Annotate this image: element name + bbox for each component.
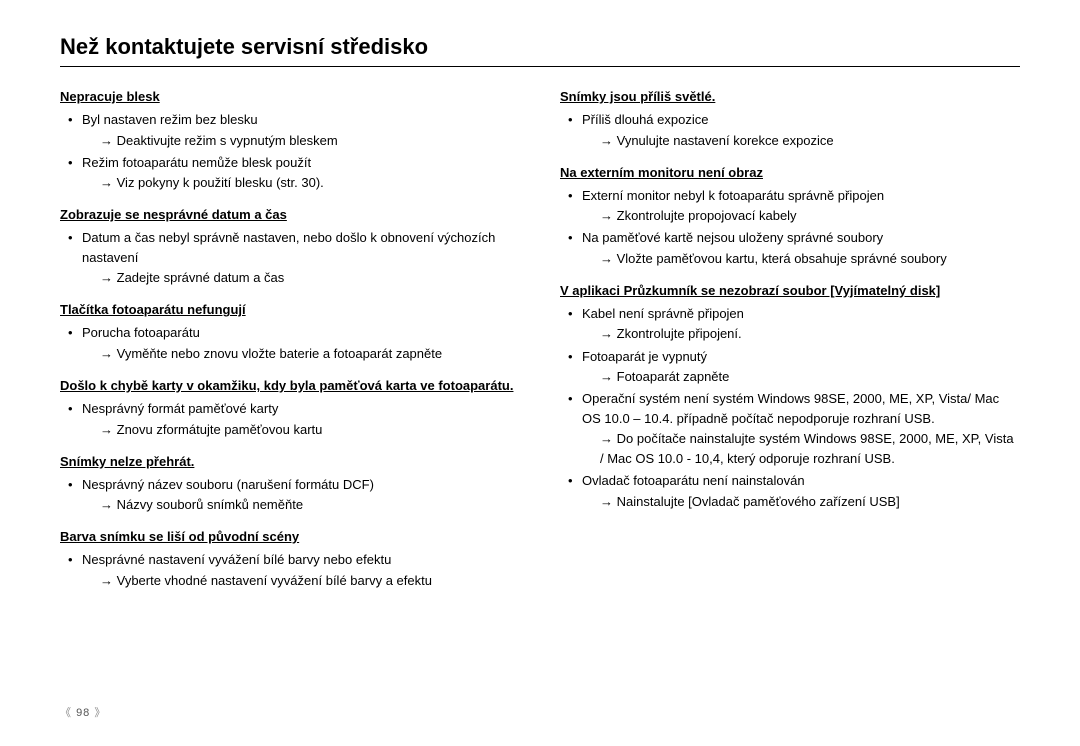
arrow-text: Zkontrolujte připojení. — [582, 324, 1020, 344]
bullet-text: Operační systém není systém Windows 98SE… — [582, 391, 999, 426]
section-heading: Nepracuje blesk — [60, 89, 520, 104]
bullet-list: Datum a čas nebyl správně nastaven, nebo… — [60, 228, 520, 288]
arrow-text: Vynulujte nastavení korekce expozice — [582, 131, 1020, 151]
arrow-text: Do počítače nainstalujte systém Windows … — [582, 429, 1020, 469]
arrow-text: Zadejte správné datum a čas — [82, 268, 520, 288]
arrow-text: Vyberte vhodné nastavení vyvážení bílé b… — [82, 571, 520, 591]
arrow-text: Znovu zformátujte paměťovou kartu — [82, 420, 520, 440]
column-left: Nepracuje blesk Byl nastaven režim bez b… — [60, 83, 520, 605]
list-item: Kabel není správně připojen Zkontrolujte… — [560, 304, 1020, 345]
bullet-text: Režim fotoaparátu nemůže blesk použít — [82, 155, 311, 170]
list-item: Nesprávné nastavení vyvážení bílé barvy … — [60, 550, 520, 591]
bullet-list: Příliš dlouhá expozice Vynulujte nastave… — [560, 110, 1020, 151]
list-item: Na paměťové kartě nejsou uloženy správné… — [560, 228, 1020, 269]
bullet-text: Ovladač fotoaparátu není nainstalován — [582, 473, 805, 488]
section-heading: Snímky nelze přehrát. — [60, 454, 520, 469]
list-item: Nesprávný název souboru (narušení formát… — [60, 475, 520, 516]
list-item: Externí monitor nebyl k fotoaparátu sprá… — [560, 186, 1020, 227]
section-heading: Snímky jsou příliš světlé. — [560, 89, 1020, 104]
bullet-text: Externí monitor nebyl k fotoaparátu sprá… — [582, 188, 884, 203]
bullet-list: Kabel není správně připojen Zkontrolujte… — [560, 304, 1020, 512]
arrow-text: Deaktivujte režim s vypnutým bleskem — [82, 131, 520, 151]
bullet-text: Nesprávné nastavení vyvážení bílé barvy … — [82, 552, 391, 567]
list-item: Byl nastaven režim bez blesku Deaktivujt… — [60, 110, 520, 151]
arrow-text: Nainstalujte [Ovladač paměťového zařízen… — [582, 492, 1020, 512]
bullet-list: Nesprávný formát paměťové karty Znovu zf… — [60, 399, 520, 440]
bullet-text: Nesprávný formát paměťové karty — [82, 401, 278, 416]
bullet-text: Datum a čas nebyl správně nastaven, nebo… — [82, 230, 495, 265]
list-item: Nesprávný formát paměťové karty Znovu zf… — [60, 399, 520, 440]
section-heading: Zobrazuje se nesprávné datum a čas — [60, 207, 520, 222]
arrow-text: Zkontrolujte propojovací kabely — [582, 206, 1020, 226]
bullet-text: Fotoaparát je vypnutý — [582, 349, 707, 364]
list-item: Porucha fotoaparátu Vyměňte nebo znovu v… — [60, 323, 520, 364]
section-heading: Tlačítka fotoaparátu nefungují — [60, 302, 520, 317]
columns: Nepracuje blesk Byl nastaven režim bez b… — [60, 83, 1020, 605]
arrow-text: Vložte paměťovou kartu, která obsahuje s… — [582, 249, 1020, 269]
bullet-list: Nesprávné nastavení vyvážení bílé barvy … — [60, 550, 520, 591]
bullet-text: Porucha fotoaparátu — [82, 325, 200, 340]
bullet-text: Byl nastaven režim bez blesku — [82, 112, 258, 127]
bullet-list: Porucha fotoaparátu Vyměňte nebo znovu v… — [60, 323, 520, 364]
section-heading: Barva snímku se liší od původní scény — [60, 529, 520, 544]
bullet-text: Na paměťové kartě nejsou uloženy správné… — [582, 230, 883, 245]
title-rule — [60, 66, 1020, 67]
list-item: Fotoaparát je vypnutý Fotoaparát zapněte — [560, 347, 1020, 388]
bullet-list: Nesprávný název souboru (narušení formát… — [60, 475, 520, 516]
page-title: Než kontaktujete servisní středisko — [60, 34, 1020, 60]
list-item: Režim fotoaparátu nemůže blesk použít Vi… — [60, 153, 520, 194]
bullet-list: Byl nastaven režim bez blesku Deaktivujt… — [60, 110, 520, 193]
arrow-text: Viz pokyny k použití blesku (str. 30). — [82, 173, 520, 193]
arrow-text: Fotoaparát zapněte — [582, 367, 1020, 387]
bullet-list: Externí monitor nebyl k fotoaparátu sprá… — [560, 186, 1020, 269]
list-item: Příliš dlouhá expozice Vynulujte nastave… — [560, 110, 1020, 151]
list-item: Datum a čas nebyl správně nastaven, nebo… — [60, 228, 520, 288]
list-item: Ovladač fotoaparátu není nainstalován Na… — [560, 471, 1020, 512]
arrow-text: Názvy souborů snímků neměňte — [82, 495, 520, 515]
bullet-text: Kabel není správně připojen — [582, 306, 744, 321]
section-heading: Na externím monitoru není obraz — [560, 165, 1020, 180]
page: Než kontaktujete servisní středisko Nepr… — [0, 0, 1080, 746]
arrow-text: Vyměňte nebo znovu vložte baterie a foto… — [82, 344, 520, 364]
column-right: Snímky jsou příliš světlé. Příliš dlouhá… — [560, 83, 1020, 605]
section-heading: Došlo k chybě karty v okamžiku, kdy byla… — [60, 378, 520, 393]
page-number: 98 — [60, 704, 106, 720]
section-heading: V aplikaci Průzkumník se nezobrazí soubo… — [560, 283, 1020, 298]
bullet-text: Nesprávný název souboru (narušení formát… — [82, 477, 374, 492]
bullet-text: Příliš dlouhá expozice — [582, 112, 708, 127]
list-item: Operační systém není systém Windows 98SE… — [560, 389, 1020, 469]
